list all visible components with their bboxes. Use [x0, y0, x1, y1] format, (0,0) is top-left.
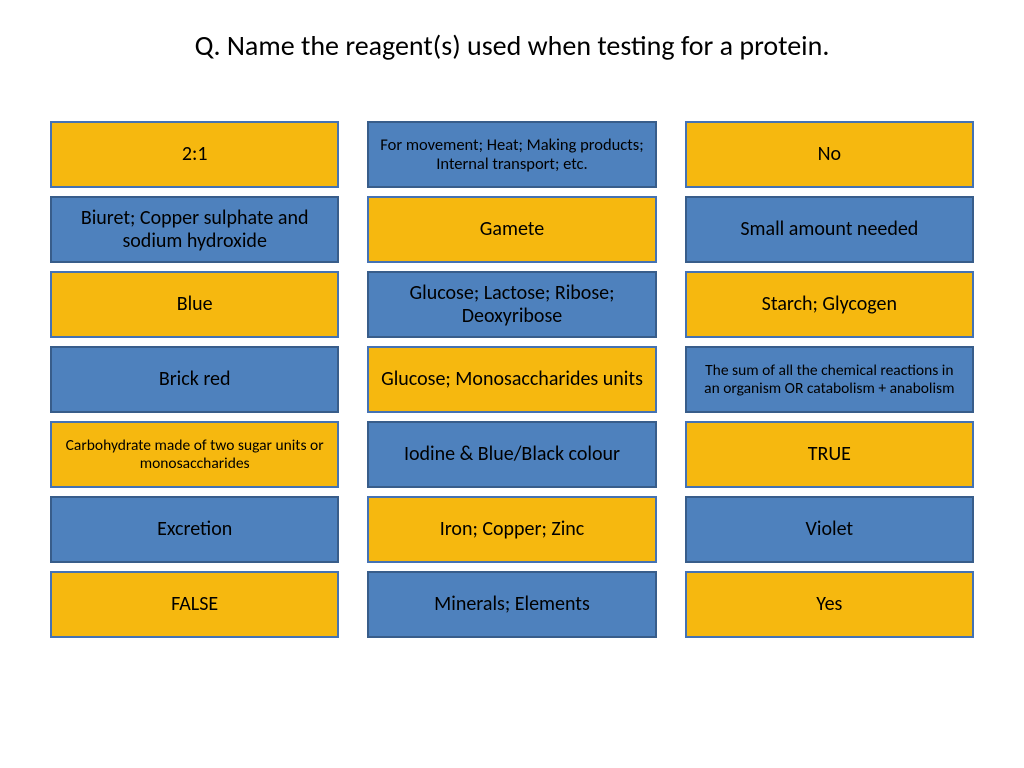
answer-card[interactable]: Yes	[685, 571, 974, 638]
answer-card[interactable]: For movement; Heat; Making products; Int…	[367, 121, 656, 188]
answer-card-label: TRUE	[808, 443, 851, 466]
column-2: For movement; Heat; Making products; Int…	[367, 121, 656, 638]
answer-card-label: 2:1	[182, 143, 208, 166]
answer-card[interactable]: FALSE	[50, 571, 339, 638]
answer-card[interactable]: 2:1	[50, 121, 339, 188]
answer-card[interactable]: TRUE	[685, 421, 974, 488]
answer-card[interactable]: Glucose; Lactose; Ribose; Deoxyribose	[367, 271, 656, 338]
answer-card-label: FALSE	[171, 593, 218, 616]
answer-card[interactable]: Minerals; Elements	[367, 571, 656, 638]
answer-card[interactable]: Excretion	[50, 496, 339, 563]
question-title: Q. Name the reagent(s) used when testing…	[0, 0, 1024, 73]
answer-card[interactable]: Gamete	[367, 196, 656, 263]
answer-card-label: Violet	[806, 518, 854, 541]
column-3: No Small amount needed Starch; Glycogen The…	[685, 121, 974, 638]
answer-card[interactable]: Carbohydrate made of two sugar units or …	[50, 421, 339, 488]
answer-card-label: The sum of all the chemical reactions in…	[697, 362, 962, 398]
answer-card[interactable]: Starch; Glycogen	[685, 271, 974, 338]
answer-card[interactable]: No	[685, 121, 974, 188]
answer-card[interactable]: Blue	[50, 271, 339, 338]
answer-card-label: Gamete	[480, 218, 544, 241]
answer-card[interactable]: Small amount needed	[685, 196, 974, 263]
answer-card-label: Yes	[816, 593, 842, 616]
answer-card[interactable]: Iron; Copper; Zinc	[367, 496, 656, 563]
answer-card-label: Carbohydrate made of two sugar units or …	[62, 437, 327, 473]
column-1: 2:1 Biuret; Copper sulphate and sodium hy…	[50, 121, 339, 638]
answer-card-label: Excretion	[157, 518, 232, 541]
answer-card[interactable]: The sum of all the chemical reactions in…	[685, 346, 974, 413]
answer-card-label: Iron; Copper; Zinc	[440, 518, 585, 541]
answer-card-label: Starch; Glycogen	[762, 293, 897, 316]
answer-card[interactable]: Iodine & Blue/Black colour	[367, 421, 656, 488]
answer-card-label: For movement; Heat; Making products; Int…	[379, 136, 644, 174]
answer-card-label: No	[818, 143, 841, 166]
answer-card-label: Blue	[177, 293, 213, 316]
answer-grid: 2:1 Biuret; Copper sulphate and sodium hy…	[0, 73, 1024, 638]
answer-card-label: Minerals; Elements	[434, 593, 590, 616]
answer-card-label: Iodine & Blue/Black colour	[404, 443, 620, 466]
answer-card[interactable]: Violet	[685, 496, 974, 563]
answer-card-label: Biuret; Copper sulphate and sodium hydro…	[62, 207, 327, 253]
answer-card[interactable]: Biuret; Copper sulphate and sodium hydro…	[50, 196, 339, 263]
answer-card-label: Small amount needed	[740, 218, 918, 241]
answer-card[interactable]: Brick red	[50, 346, 339, 413]
answer-card-label: Brick red	[159, 368, 231, 391]
answer-card-label: Glucose; Lactose; Ribose; Deoxyribose	[379, 282, 644, 328]
answer-card-label: Glucose; Monosaccharides units	[381, 368, 643, 391]
answer-card[interactable]: Glucose; Monosaccharides units	[367, 346, 656, 413]
